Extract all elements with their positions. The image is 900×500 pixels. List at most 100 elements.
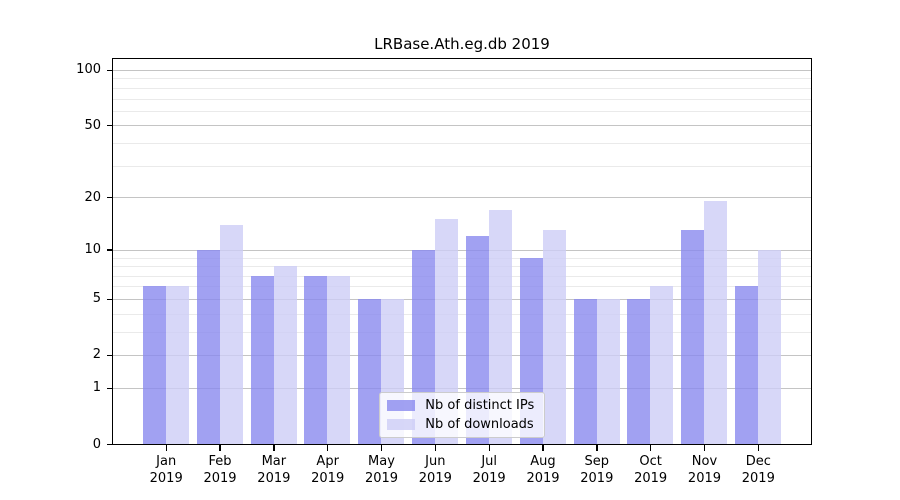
y-tick-label: 20: [84, 189, 101, 205]
bar-distinct-ips-feb: [196, 249, 220, 445]
x-tick-label-jan: Jan 2019: [126, 453, 206, 487]
x-tick-year: 2019: [149, 470, 183, 486]
legend-label-downloads: Nb of downloads: [425, 416, 534, 432]
y-tick-mark: [107, 443, 113, 446]
bar-distinct-ips-nov: [681, 230, 705, 445]
x-tick-mark: [650, 445, 652, 451]
x-tick-label-jul: Jul 2019: [449, 453, 529, 487]
x-tick-label-aug: Aug 2019: [503, 453, 583, 487]
x-tick-year: 2019: [364, 470, 399, 486]
x-tick-year: 2019: [634, 470, 668, 486]
y-tick-mark: [107, 354, 113, 357]
bar-downloads-feb: [219, 224, 243, 445]
y-tick-mark: [107, 249, 113, 251]
x-tick-label-may: May 2019: [342, 453, 422, 487]
gridline-minor: [113, 266, 811, 268]
x-tick-month: Jun: [425, 453, 446, 469]
x-tick-year: 2019: [311, 470, 345, 486]
x-tick-month: Mar: [261, 453, 287, 469]
y-tick-label: 0: [92, 436, 101, 452]
legend-entry-downloads: Nb of downloads: [387, 417, 534, 432]
bar-distinct-ips-oct: [627, 298, 651, 445]
gridline-major: [113, 197, 811, 199]
bar-downloads-mar: [273, 266, 297, 445]
x-tick-mark: [380, 445, 383, 451]
x-tick-label-oct: Oct 2019: [611, 453, 691, 487]
x-tick-mark: [757, 445, 759, 451]
plot-area: Nb of distinct IPs Nb of downloads: [112, 57, 812, 446]
x-tick-month: Jan: [156, 453, 177, 469]
gridline-minor: [113, 313, 811, 315]
y-tick-mark: [107, 69, 113, 71]
bar-downloads-jun: [435, 219, 459, 445]
bar-distinct-ips-jan: [142, 286, 166, 445]
x-tick-label-sep: Sep 2019: [557, 453, 637, 487]
bar-downloads-sep: [596, 298, 620, 445]
x-tick-month: Jul: [481, 453, 497, 469]
y-tick-label: 100: [76, 62, 101, 78]
x-tick-month: Dec: [745, 453, 771, 469]
x-tick-label-nov: Nov 2019: [664, 453, 744, 487]
chart-title: LRBase.Ath.eg.db 2019: [374, 35, 550, 53]
bar-downloads-oct: [650, 286, 674, 445]
bar-distinct-ips-dec: [735, 286, 759, 445]
legend-swatch-downloads: [387, 418, 416, 430]
x-tick-month: Apr: [316, 453, 339, 469]
bar-downloads-jul: [488, 209, 512, 445]
x-tick-mark: [488, 445, 490, 451]
gridline-major: [113, 125, 811, 127]
gridline-major: [113, 70, 811, 72]
x-tick-mark: [273, 445, 275, 451]
y-tick-mark: [107, 125, 113, 127]
bar-distinct-ips-mar: [250, 275, 274, 445]
legend-swatch-distinct-ips: [387, 399, 416, 411]
x-tick-year: 2019: [472, 470, 506, 486]
x-tick-year: 2019: [526, 470, 560, 486]
legend-label-distinct-ips: Nb of distinct IPs: [425, 397, 535, 413]
x-tick-label-dec: Dec 2019: [718, 453, 798, 487]
x-tick-month: Sep: [584, 453, 610, 469]
x-tick-label-jun: Jun 2019: [395, 453, 475, 487]
x-tick-month: Oct: [639, 453, 662, 469]
x-tick-year: 2019: [580, 470, 614, 486]
y-tick-label: 2: [92, 347, 101, 363]
gridline-minor: [113, 78, 811, 80]
x-tick-year: 2019: [203, 470, 237, 486]
y-tick-mark: [107, 298, 113, 300]
gridline-minor: [113, 257, 811, 259]
x-tick-mark: [596, 445, 598, 451]
x-tick-year: 2019: [687, 470, 722, 486]
y-tick-mark: [107, 196, 113, 199]
gridline-minor: [113, 275, 811, 277]
x-tick-year: 2019: [257, 470, 291, 486]
bar-downloads-aug: [542, 230, 566, 445]
x-tick-mark: [542, 445, 544, 451]
gridline-major: [113, 249, 811, 251]
gridline-minor: [113, 110, 811, 112]
gridline-major: [113, 355, 811, 357]
x-tick-month: May: [368, 453, 395, 469]
bar-distinct-ips-may: [358, 298, 382, 445]
x-tick-label-mar: Mar 2019: [234, 453, 314, 487]
gridline-minor: [113, 87, 811, 89]
bar-downloads-apr: [327, 275, 351, 445]
gridline-minor: [113, 143, 811, 145]
y-tick-label: 1: [92, 380, 101, 396]
bar-downloads-nov: [704, 201, 728, 445]
bar-distinct-ips-sep: [573, 298, 597, 445]
y-tick-label: 50: [84, 117, 101, 133]
bar-downloads-dec: [758, 249, 782, 445]
x-tick-month: Feb: [208, 453, 232, 469]
gridline-major: [113, 388, 811, 390]
x-tick-label-feb: Feb 2019: [180, 453, 260, 487]
x-tick-label-apr: Apr 2019: [288, 453, 368, 487]
y-tick-label: 5: [92, 291, 101, 307]
x-tick-month: Aug: [530, 453, 556, 469]
x-tick-mark: [327, 445, 329, 451]
y-tick-label: 10: [84, 242, 101, 258]
gridline-minor: [113, 165, 811, 167]
bar-distinct-ips-apr: [304, 275, 328, 445]
x-tick-year: 2019: [418, 470, 452, 486]
x-tick-mark: [434, 445, 437, 451]
